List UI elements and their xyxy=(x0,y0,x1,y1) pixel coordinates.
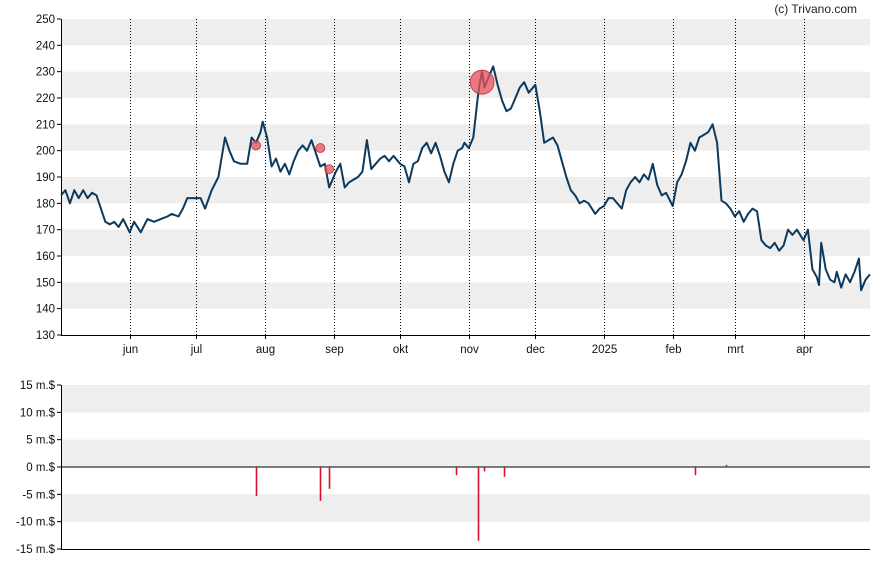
sell-marker xyxy=(251,140,261,151)
price-band xyxy=(61,282,870,309)
price-chart-frame xyxy=(61,19,870,336)
price-band xyxy=(61,71,870,98)
y-tick-label: 130 xyxy=(36,330,55,342)
x-tick-label: nov xyxy=(460,344,479,356)
price-band xyxy=(61,19,870,46)
volume-band xyxy=(61,494,870,522)
y-tick-label: 250 xyxy=(36,14,55,26)
y-tick-label: 200 xyxy=(36,146,55,158)
volume-chart-y-axis: 15 m.$ 10 m.$ 5 m.$ 0 m.$ -5 m.$ -10 m.$ -15 m… xyxy=(16,380,61,556)
x-tick-label: jun xyxy=(122,344,138,356)
y-tick-label: -10 m.$ xyxy=(16,517,56,529)
price-chart-x-axis: jun jul aug sep okt nov dec 2025 feb mrt apr xyxy=(122,335,813,356)
volume-band xyxy=(61,385,870,413)
y-tick-label: 5 m.$ xyxy=(26,435,55,447)
y-tick-label: 160 xyxy=(36,251,55,263)
price-chart-y-axis: 130 140 150 160 170 180 190 200 210 220 230 240 250 xyxy=(36,14,61,342)
price-band xyxy=(61,124,870,151)
x-tick-label: okt xyxy=(393,344,409,356)
volume-chart-frame xyxy=(61,385,870,550)
x-tick-label: dec xyxy=(526,344,545,356)
y-tick-label: 150 xyxy=(36,277,55,289)
credit-text: (c) Trivano.com xyxy=(774,2,857,16)
x-tick-label: apr xyxy=(796,344,813,356)
y-tick-label: 230 xyxy=(36,67,55,79)
y-tick-label: 0 m.$ xyxy=(26,462,55,474)
volume-chart-background-bands xyxy=(61,385,870,522)
sell-marker xyxy=(469,69,495,95)
y-tick-label: 190 xyxy=(36,172,55,184)
sell-marker xyxy=(324,164,335,175)
y-tick-label: 240 xyxy=(36,40,55,52)
insider-volume-bars xyxy=(255,464,728,541)
price-chart-background-bands xyxy=(61,19,870,309)
y-tick-label: 210 xyxy=(36,119,55,131)
y-tick-label: 15 m.$ xyxy=(20,380,56,392)
price-band xyxy=(61,177,870,204)
x-tick-label: feb xyxy=(666,344,682,356)
sell-marker xyxy=(315,143,326,153)
y-tick-label: 220 xyxy=(36,93,55,105)
x-tick-label: sep xyxy=(325,344,344,356)
price-band xyxy=(61,229,870,256)
x-tick-label: 2025 xyxy=(592,344,618,356)
insider-trade-markers xyxy=(251,69,495,175)
x-tick-label: mrt xyxy=(727,344,744,356)
x-tick-label: jul xyxy=(190,344,203,356)
y-tick-label: 180 xyxy=(36,198,55,210)
y-tick-label: 10 m.$ xyxy=(20,407,56,419)
volume-band xyxy=(61,439,870,467)
x-tick-label: aug xyxy=(256,344,275,356)
y-tick-label: 140 xyxy=(36,304,55,316)
y-tick-label: 170 xyxy=(36,225,55,237)
y-tick-label: -5 m.$ xyxy=(22,489,55,501)
y-tick-label: -15 m.$ xyxy=(16,544,56,556)
